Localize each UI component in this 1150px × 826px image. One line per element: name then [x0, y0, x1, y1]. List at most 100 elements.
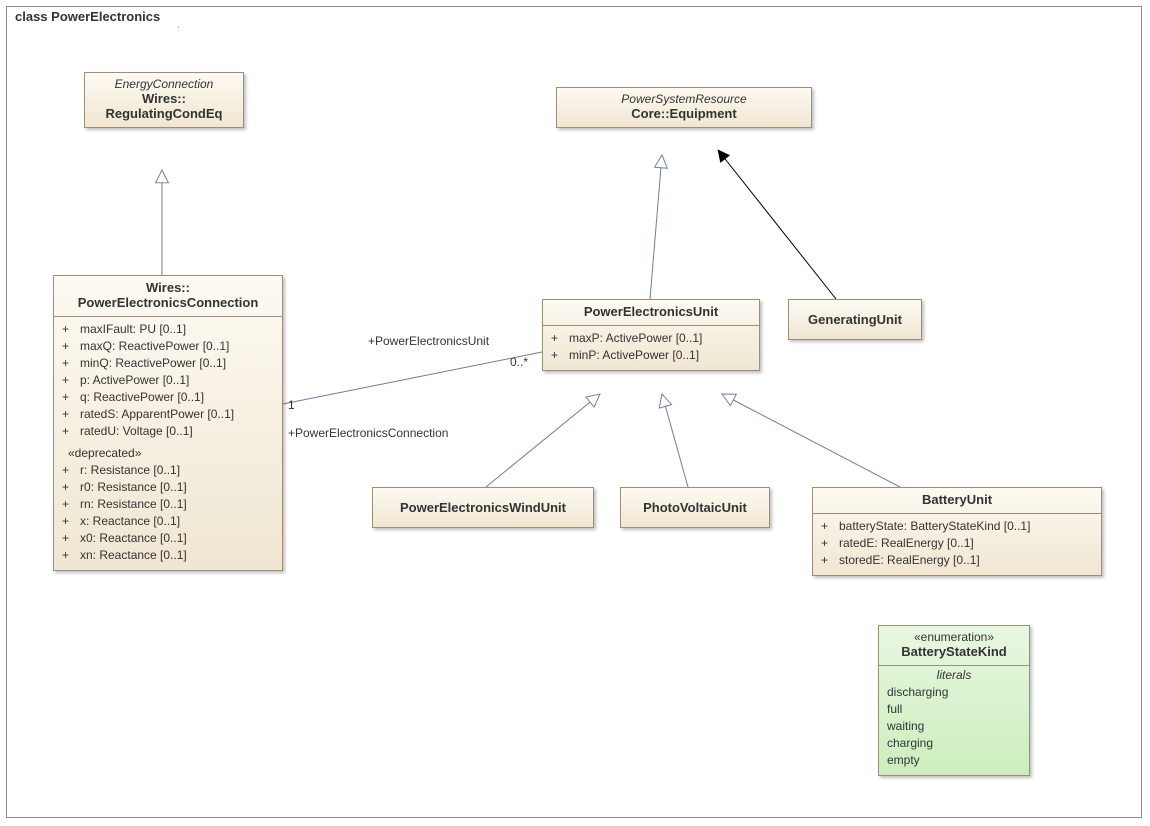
class-header: Wires:: PowerElectronicsConnection — [54, 276, 282, 317]
visibility: + — [62, 355, 72, 372]
class-attributes-deprecated: + r: Resistance [0..1] + r0: Resistance [0.… — [54, 460, 282, 570]
visibility: + — [62, 321, 72, 338]
assoc-multiplicity: 0..* — [510, 355, 528, 369]
attribute-row: + x0: Reactance [0..1] — [62, 530, 274, 547]
attribute-text: x: Reactance [0..1] — [80, 513, 180, 530]
visibility: + — [551, 330, 561, 347]
visibility: + — [62, 496, 72, 513]
attribute-row: + minQ: ReactivePower [0..1] — [62, 355, 274, 372]
enum-literal: waiting — [887, 718, 1021, 735]
attribute-row: + xn: Reactance [0..1] — [62, 547, 274, 564]
attribute-text: storedE: RealEnergy [0..1] — [839, 552, 980, 569]
visibility: + — [62, 406, 72, 423]
attribute-text: rn: Resistance [0..1] — [80, 496, 187, 513]
class-title-line: BatteryUnit — [819, 492, 1095, 507]
attribute-row: + x: Reactance [0..1] — [62, 513, 274, 530]
visibility: + — [62, 462, 72, 479]
class-header: GeneratingUnit — [789, 300, 921, 339]
enum-literal: discharging — [887, 684, 1021, 701]
enum-literals: dischargingfullwaitingchargingempty — [879, 684, 1029, 775]
class-attributes: + batteryState: BatteryStateKind [0..1]+r… — [813, 514, 1101, 575]
class-title-line: BatteryStateKind — [885, 644, 1023, 659]
enum-literal: empty — [887, 752, 1021, 769]
visibility: + — [62, 389, 72, 406]
attribute-text: xn: Reactance [0..1] — [80, 547, 187, 564]
attribute-row: + p: ActivePower [0..1] — [62, 372, 274, 389]
visibility: + — [821, 535, 831, 552]
attribute-row: + ratedS: ApparentPower [0..1] — [62, 406, 274, 423]
enum-box-battery-state-kind[interactable]: «enumeration» BatteryStateKind literals … — [878, 625, 1030, 776]
attribute-text: batteryState: BatteryStateKind [0..1] — [839, 518, 1030, 535]
attribute-row: + maxQ: ReactivePower [0..1] — [62, 338, 274, 355]
class-title-line: PowerElectronicsUnit — [549, 304, 753, 319]
class-title-line: RegulatingCondEq — [91, 106, 237, 121]
visibility: + — [62, 338, 72, 355]
class-box-pv-unit[interactable]: PhotoVoltaicUnit — [620, 487, 770, 528]
enum-literal: full — [887, 701, 1021, 718]
frame-title: class PowerElectronics — [6, 6, 179, 28]
class-stereotype: EnergyConnection — [91, 77, 237, 91]
attribute-row: + r0: Resistance [0..1] — [62, 479, 274, 496]
attribute-row: + storedE: RealEnergy [0..1] — [821, 552, 1093, 569]
diagram-canvas: class PowerElectronics +PowerElectronics… — [0, 0, 1150, 826]
attribute-text: minQ: ReactivePower [0..1] — [80, 355, 226, 372]
attribute-text: maxP: ActivePower [0..1] — [569, 330, 702, 347]
visibility: + — [551, 347, 561, 364]
assoc-multiplicity: 1 — [288, 398, 295, 412]
visibility: + — [62, 479, 72, 496]
attribute-row: + batteryState: BatteryStateKind [0..1] — [821, 518, 1093, 535]
attribute-row: + q: ReactivePower [0..1] — [62, 389, 274, 406]
attribute-row: +ratedE: RealEnergy [0..1] — [821, 535, 1093, 552]
class-box-battery-unit[interactable]: BatteryUnit + batteryState: BatteryStateK… — [812, 487, 1102, 576]
class-box-core-equipment[interactable]: PowerSystemResource Core::Equipment — [556, 87, 812, 128]
visibility: + — [62, 372, 72, 389]
attribute-row: + maxP: ActivePower [0..1] — [551, 330, 751, 347]
class-header: PhotoVoltaicUnit — [621, 488, 769, 527]
assoc-role-label: +PowerElectronicsUnit — [368, 334, 489, 348]
attribute-text: maxQ: ReactivePower [0..1] — [80, 338, 229, 355]
assoc-role-label: +PowerElectronicsConnection — [288, 426, 448, 440]
class-title-line: PhotoVoltaicUnit — [627, 500, 763, 515]
visibility: + — [62, 513, 72, 530]
class-box-power-electronics-unit[interactable]: PowerElectronicsUnit + maxP: ActivePower … — [542, 299, 760, 371]
class-header: PowerSystemResource Core::Equipment — [557, 88, 811, 127]
class-title-line: PowerElectronicsConnection — [60, 295, 276, 310]
visibility: + — [62, 423, 72, 440]
class-header: «enumeration» BatteryStateKind — [879, 626, 1029, 666]
class-box-generating-unit[interactable]: GeneratingUnit — [788, 299, 922, 340]
attribute-text: r0: Resistance [0..1] — [80, 479, 187, 496]
enum-literal: charging — [887, 735, 1021, 752]
class-title-line: PowerElectronicsWindUnit — [379, 500, 587, 515]
attribute-text: p: ActivePower [0..1] — [80, 372, 189, 389]
attribute-row: + rn: Resistance [0..1] — [62, 496, 274, 513]
visibility: + — [821, 552, 831, 569]
class-box-regulating-cond-eq[interactable]: EnergyConnection Wires:: RegulatingCondE… — [84, 72, 244, 128]
visibility: + — [821, 518, 831, 535]
class-title-line: Wires:: — [91, 91, 237, 106]
attribute-row: + minP: ActivePower [0..1] — [551, 347, 751, 364]
class-attributes: + maxP: ActivePower [0..1] + minP: ActivePo… — [543, 326, 759, 370]
attribute-text: ratedU: Voltage [0..1] — [80, 423, 193, 440]
deprecated-label: «deprecated» — [54, 446, 282, 460]
class-header: EnergyConnection Wires:: RegulatingCondE… — [85, 73, 243, 127]
visibility: + — [62, 530, 72, 547]
attribute-text: maxIFault: PU [0..1] — [80, 321, 186, 338]
attribute-text: x0: Reactance [0..1] — [80, 530, 187, 547]
class-box-power-electronics-connection[interactable]: Wires:: PowerElectronicsConnection + maxI… — [53, 275, 283, 571]
visibility: + — [62, 547, 72, 564]
attribute-text: q: ReactivePower [0..1] — [80, 389, 204, 406]
class-box-pe-wind-unit[interactable]: PowerElectronicsWindUnit — [372, 487, 594, 528]
attribute-text: minP: ActivePower [0..1] — [569, 347, 699, 364]
attribute-row: + ratedU: Voltage [0..1] — [62, 423, 274, 440]
enum-stereotype: «enumeration» — [885, 630, 1023, 644]
class-attributes: + maxIFault: PU [0..1] + maxQ: ReactivePowe… — [54, 317, 282, 446]
class-header: PowerElectronicsUnit — [543, 300, 759, 326]
attribute-row: + r: Resistance [0..1] — [62, 462, 274, 479]
class-header: PowerElectronicsWindUnit — [373, 488, 593, 527]
class-stereotype: PowerSystemResource — [563, 92, 805, 106]
attribute-text: ratedS: ApparentPower [0..1] — [80, 406, 234, 423]
attribute-text: r: Resistance [0..1] — [80, 462, 180, 479]
class-header: BatteryUnit — [813, 488, 1101, 514]
class-title-line: Wires:: — [60, 280, 276, 295]
literals-label: literals — [879, 666, 1029, 684]
